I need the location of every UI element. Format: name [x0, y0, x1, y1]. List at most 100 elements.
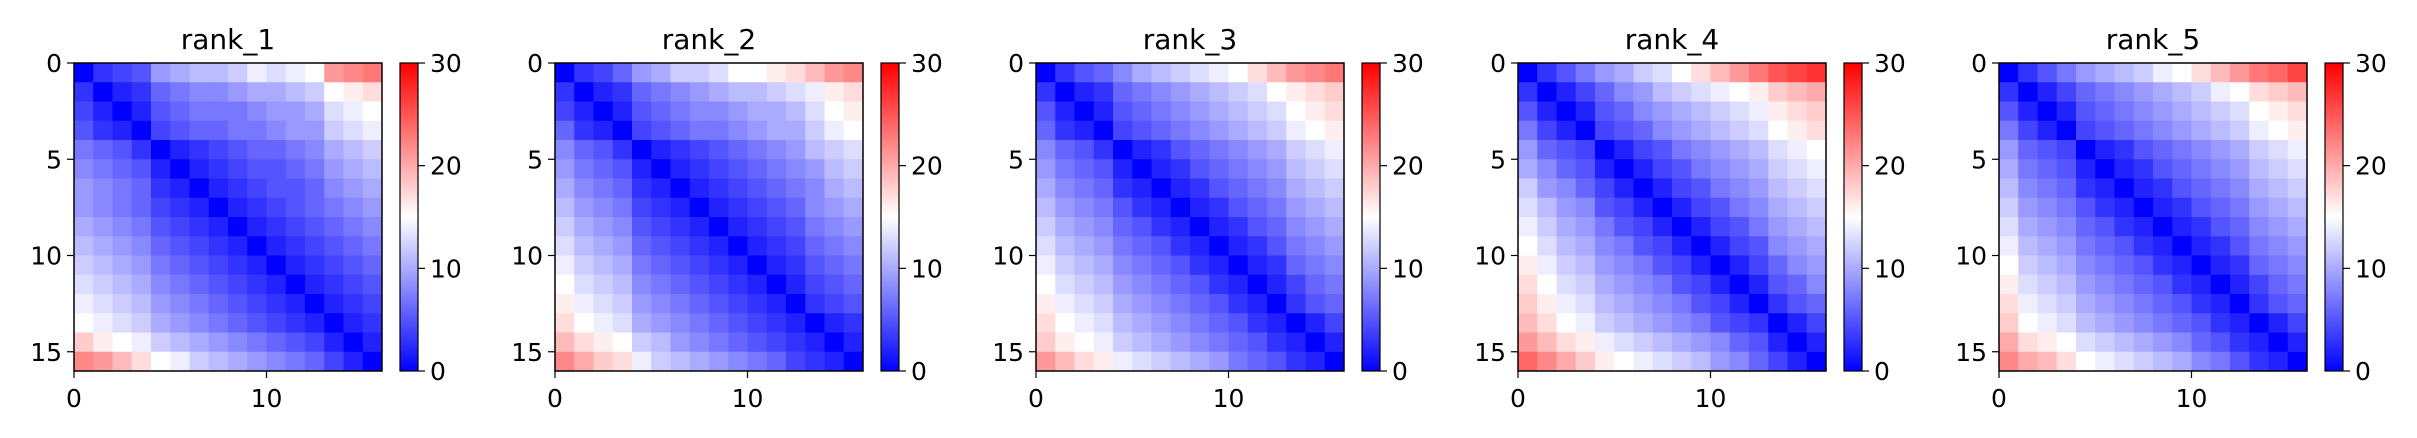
heatmap-cell — [728, 274, 748, 295]
heatmap-cell — [228, 217, 248, 237]
heatmap-cell — [1614, 255, 1634, 276]
heatmap-cell — [2037, 255, 2058, 276]
heatmap-cell — [1595, 140, 1615, 160]
heatmap-cell — [805, 274, 825, 295]
heatmap-cell — [1518, 274, 1538, 295]
heatmap-cell — [1556, 217, 1577, 237]
heatmap-cell — [1710, 351, 1731, 372]
y-tick-label: 10 — [30, 242, 62, 271]
heatmap-cell — [74, 274, 94, 295]
heatmap-cell — [228, 197, 248, 218]
heatmap-cell — [1286, 255, 1306, 276]
heatmap-cell — [766, 217, 787, 237]
heatmap-cell — [131, 101, 152, 122]
heatmap-cell — [843, 217, 864, 237]
y-tick-label: 10 — [1474, 242, 1506, 271]
heatmap-cell — [1305, 294, 1326, 314]
heatmap-cell — [612, 63, 633, 83]
heatmap-cell — [2133, 313, 2154, 333]
heatmap-cell — [1768, 313, 1788, 333]
heatmap-cell — [74, 159, 94, 179]
heatmap-cell — [266, 101, 287, 122]
heatmap-cell — [343, 351, 364, 372]
heatmap-cell — [362, 274, 383, 295]
heatmap-cell — [1190, 351, 1210, 372]
heatmap-cell — [285, 294, 306, 314]
heatmap-cell — [632, 332, 652, 353]
colorbar-tick-label: 30 — [911, 49, 943, 78]
heatmap-cell — [747, 236, 768, 256]
heatmap-cell — [612, 294, 633, 314]
heatmap-cell — [805, 120, 825, 141]
heatmap-cell — [1768, 120, 1788, 141]
heatmap-cell — [1595, 351, 1615, 372]
heatmap-cell — [1151, 140, 1172, 160]
heatmap-cell — [1633, 274, 1654, 295]
plot-frame — [1517, 62, 1827, 372]
heatmap-cell — [1806, 236, 1827, 256]
heatmap-cell — [1575, 274, 1596, 295]
heatmap-cell — [1305, 140, 1326, 160]
heatmap-cell — [1518, 101, 1538, 122]
heatmap-cell — [612, 255, 633, 276]
heatmap-cell — [824, 236, 845, 256]
heatmap-cell — [1113, 351, 1133, 372]
heatmap-cell — [1190, 120, 1210, 141]
plot-frame — [73, 62, 383, 372]
heatmap-cell — [1267, 178, 1287, 199]
heatmap-cell — [2153, 274, 2173, 295]
heatmap-cell — [2172, 82, 2192, 102]
heatmap-cell — [2133, 101, 2154, 122]
heatmap-cell — [2037, 197, 2058, 218]
heatmap-cell — [1749, 140, 1769, 160]
heatmap-cell — [612, 178, 633, 199]
heatmap-cell — [1170, 313, 1191, 333]
heatmap-cell — [651, 217, 671, 237]
heatmap-cell — [2230, 140, 2250, 160]
heatmap-cell — [1595, 197, 1615, 218]
y-tick-label: 0 — [1490, 49, 1506, 78]
heatmap-cell — [285, 332, 306, 353]
heatmap-cell — [2153, 294, 2173, 314]
colorbar-tick-label: 30 — [1392, 49, 1424, 78]
heatmap-cell — [247, 178, 267, 199]
heatmap-cell — [2268, 63, 2289, 83]
heatmap-cell — [189, 332, 210, 353]
heatmap-cell — [2076, 255, 2096, 276]
heatmap-cell — [343, 294, 364, 314]
heatmap-cell — [1055, 82, 1075, 102]
heatmap-cell — [1093, 178, 1114, 199]
heatmap-cell — [266, 236, 287, 256]
heatmap-cell — [2133, 82, 2154, 102]
heatmap-cell — [786, 63, 806, 83]
heatmap-cell — [1672, 294, 1692, 314]
heatmap-cell — [247, 351, 267, 372]
heatmap-cell — [824, 313, 845, 333]
heatmap-cell — [305, 217, 325, 237]
heatmap-cell — [2095, 159, 2115, 179]
heatmap-cell — [651, 294, 671, 314]
heatmap-cell — [1652, 236, 1673, 256]
heatmap-cell — [1787, 101, 1808, 122]
heatmap-cell — [843, 255, 864, 276]
heatmap-cell — [74, 313, 94, 333]
heatmap-cell — [1729, 351, 1750, 372]
heatmap-cell — [2114, 159, 2135, 179]
heatmap-cell — [228, 313, 248, 333]
heatmap-cell — [670, 178, 691, 199]
heatmap-cell — [2056, 332, 2077, 353]
heatmap-cell — [2095, 120, 2115, 141]
heatmap-cell — [2114, 332, 2135, 353]
heatmap-cell — [1672, 332, 1692, 353]
heatmap-cell — [93, 236, 113, 256]
heatmap-cell — [1113, 217, 1133, 237]
heatmap-cell — [1575, 101, 1596, 122]
heatmap-cell — [1055, 332, 1075, 353]
heatmap-cell — [2095, 332, 2115, 353]
heatmap-cell — [2268, 351, 2289, 372]
heatmap-cell — [285, 140, 306, 160]
heatmap-cell — [1768, 217, 1788, 237]
heatmap-cell — [2153, 332, 2173, 353]
heatmap-cell — [2230, 63, 2250, 83]
